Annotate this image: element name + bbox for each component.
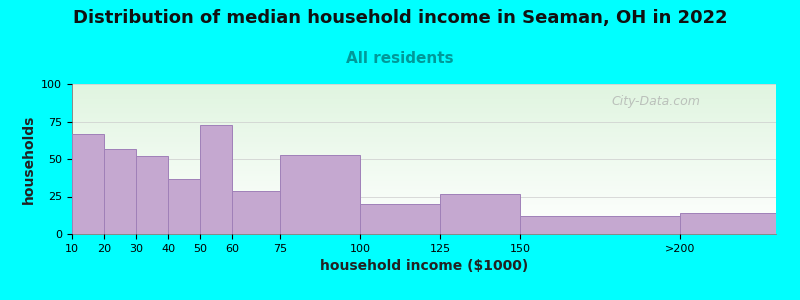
Text: City-Data.com: City-Data.com xyxy=(612,95,701,109)
Bar xyxy=(136,156,168,234)
Y-axis label: households: households xyxy=(22,114,36,204)
Bar xyxy=(168,178,200,234)
X-axis label: household income ($1000): household income ($1000) xyxy=(320,259,528,273)
Bar xyxy=(520,216,680,234)
Bar xyxy=(72,134,104,234)
Bar xyxy=(104,148,136,234)
Bar xyxy=(440,194,520,234)
Bar xyxy=(360,204,440,234)
Bar xyxy=(232,190,280,234)
Bar xyxy=(200,124,232,234)
Text: Distribution of median household income in Seaman, OH in 2022: Distribution of median household income … xyxy=(73,9,727,27)
Bar xyxy=(280,154,360,234)
Bar xyxy=(680,213,776,234)
Text: All residents: All residents xyxy=(346,51,454,66)
